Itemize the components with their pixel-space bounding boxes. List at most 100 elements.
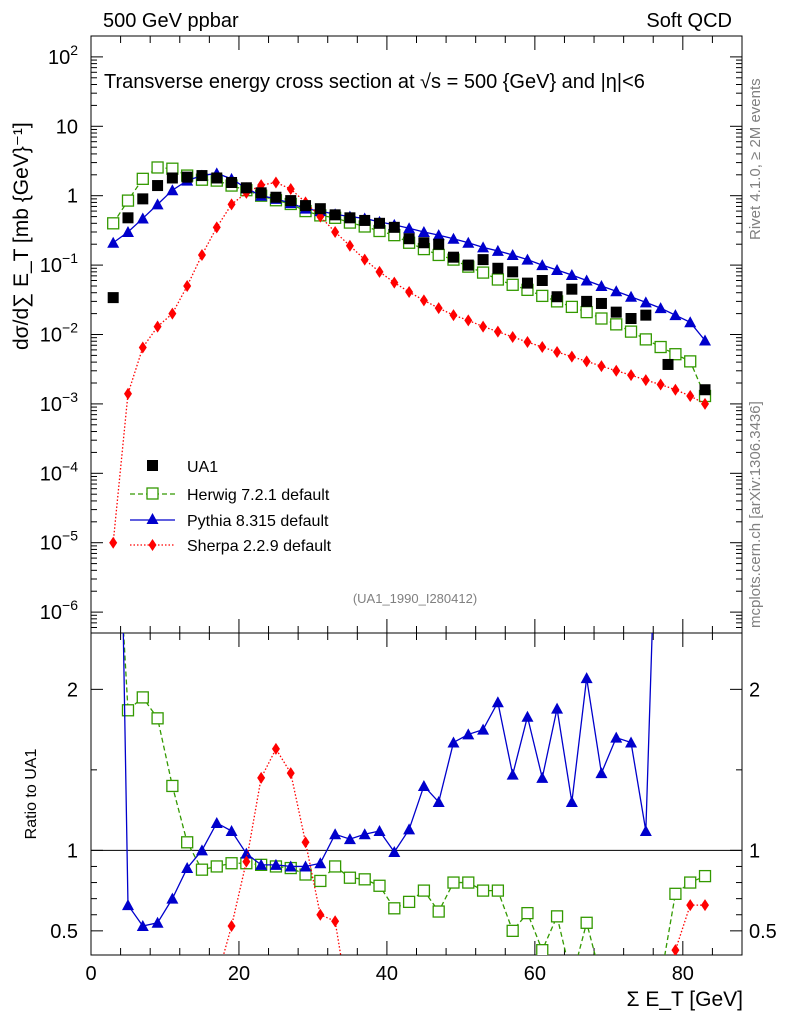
ua1-point — [196, 170, 208, 182]
sherpa-point — [464, 314, 473, 327]
sherpa-point — [686, 389, 695, 402]
ua1-point — [433, 238, 445, 250]
sherpa-ratio-point — [331, 915, 340, 928]
y-tick-label: 10−6 — [40, 597, 78, 624]
ua1-point — [255, 187, 267, 199]
pythia-point — [654, 302, 667, 314]
sherpa-point — [123, 387, 132, 400]
main-y-ticks — [91, 35, 742, 634]
pythia-point — [639, 296, 652, 308]
x-tick-label: 60 — [524, 963, 546, 985]
ua1-point — [662, 358, 674, 370]
sherpa-point — [227, 198, 236, 211]
pythia-ratio-point — [403, 823, 416, 835]
sherpa-point — [360, 253, 369, 266]
ua1-point — [566, 283, 578, 295]
ratio-y-label: Ratio to UA1 — [23, 749, 40, 840]
sherpa-point — [567, 350, 576, 363]
ua1-point — [477, 254, 489, 266]
legend-label-sherpa: Sherpa 2.2.9 default — [187, 538, 332, 555]
pythia-point — [403, 222, 416, 234]
pythia-ratio-point — [595, 767, 608, 779]
sherpa-point — [656, 378, 665, 391]
ua1-point — [610, 306, 622, 318]
pythia-ratio-point — [240, 847, 253, 859]
x-tick-label: 40 — [376, 963, 398, 985]
pythia-ratio-point — [166, 892, 179, 904]
ua1-point — [211, 172, 223, 184]
sherpa-ratio-point — [316, 908, 325, 921]
side-label-bottom: mcplots.cern.ch [arXiv:1306.3436] — [747, 401, 764, 628]
y-tick-label-exponent: −3 — [62, 389, 78, 405]
y-tick-label-mantissa: 10 — [40, 463, 62, 485]
herwig-point — [639, 333, 652, 346]
herwig-point — [669, 348, 682, 361]
ua1-point — [181, 171, 193, 183]
pythia-point — [477, 241, 490, 253]
pythia-point — [107, 236, 120, 248]
herwig-point — [654, 340, 667, 354]
y-tick-label-mantissa: 10 — [40, 602, 62, 624]
ua1-point — [359, 214, 371, 226]
sherpa-ratio-point — [701, 899, 710, 912]
ua1-point — [226, 176, 238, 188]
pythia-ratio-point — [491, 696, 504, 708]
sherpa-ratio-point — [227, 920, 236, 933]
y-tick-label-mantissa: 10 — [40, 394, 62, 416]
herwig-point — [432, 248, 445, 262]
herwig-ratio-point — [521, 906, 534, 920]
pythia-point — [166, 184, 179, 196]
pythia-ratio-point — [210, 816, 223, 828]
pythia-point — [417, 225, 430, 237]
herwig-point — [506, 278, 519, 291]
herwig-ratio-point — [506, 924, 519, 937]
x-tick-label: 20 — [228, 963, 250, 985]
side-label-top: Rivet 4.1.0, ≥ 2M events — [747, 78, 764, 240]
herwig-ratio-point — [358, 873, 371, 886]
chart-title: Transverse energy cross section at √s = … — [104, 71, 645, 93]
sherpa-point — [271, 176, 280, 189]
ua1-point — [492, 262, 504, 274]
herwig-ratio-point — [684, 876, 697, 889]
sherpa-point — [419, 294, 428, 307]
ua1-point — [152, 180, 164, 192]
y-tick-label-exponent: −4 — [62, 458, 78, 474]
herwig-ratio-point — [447, 876, 460, 889]
pythia-point — [610, 285, 623, 297]
pythia-ratio-point — [284, 860, 297, 872]
ua1-point — [640, 309, 652, 321]
legend-marker-ua1 — [147, 460, 158, 471]
herwig-point — [491, 273, 505, 286]
pythia-ratio-point — [639, 825, 652, 837]
ua1-point — [447, 251, 459, 263]
herwig-ratio-point — [388, 902, 401, 915]
pythia-ratio-point — [521, 710, 534, 722]
legend-marker-herwig — [146, 487, 159, 500]
pythia-ratio-point — [136, 920, 149, 932]
herwig-point — [595, 312, 608, 325]
pythia-point — [462, 236, 475, 248]
x-ticks: 0 20 40 60 80 — [85, 36, 743, 985]
y-tick-label-exponent: −1 — [62, 250, 78, 266]
sherpa-ratio-point — [286, 767, 295, 780]
sherpa-point — [612, 364, 621, 377]
pythia-point — [565, 268, 578, 280]
y-tick-label-mantissa: 10 — [40, 255, 62, 277]
sherpa-point — [538, 341, 547, 354]
y-tick-label-exponent: −5 — [62, 528, 78, 544]
herwig-ratio-point — [181, 836, 194, 849]
pythia-ratio-point — [121, 899, 134, 911]
herwig-ratio-point — [328, 860, 342, 873]
herwig-point — [565, 300, 579, 314]
herwig-ratio-point — [432, 905, 445, 918]
ratio-tick-label-right: 0.5 — [749, 921, 777, 943]
ua1-point — [507, 266, 519, 278]
legend-label-ua1: UA1 — [187, 459, 218, 476]
pythia-ratio-point — [462, 728, 475, 740]
pythia-ratio-point — [417, 779, 430, 791]
ua1-point — [300, 200, 312, 212]
pythia-ratio-point — [506, 768, 519, 780]
ratio-tick-label-left: 0.5 — [50, 921, 78, 943]
ua1-point — [374, 217, 386, 229]
